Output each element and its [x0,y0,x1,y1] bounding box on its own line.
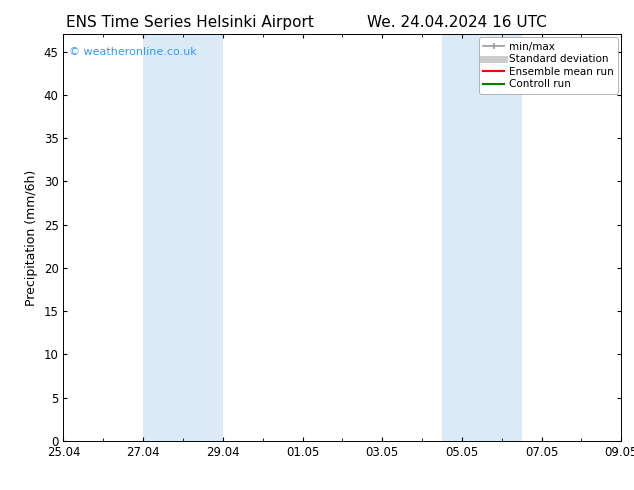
Text: © weatheronline.co.uk: © weatheronline.co.uk [69,47,197,56]
Y-axis label: Precipitation (mm/6h): Precipitation (mm/6h) [25,170,38,306]
Text: We. 24.04.2024 16 UTC: We. 24.04.2024 16 UTC [366,15,547,30]
Bar [143,34,223,441]
Legend: min/max, Standard deviation, Ensemble mean run, Controll run: min/max, Standard deviation, Ensemble me… [479,37,618,94]
Bar [442,34,522,441]
Text: ENS Time Series Helsinki Airport: ENS Time Series Helsinki Airport [67,15,314,30]
